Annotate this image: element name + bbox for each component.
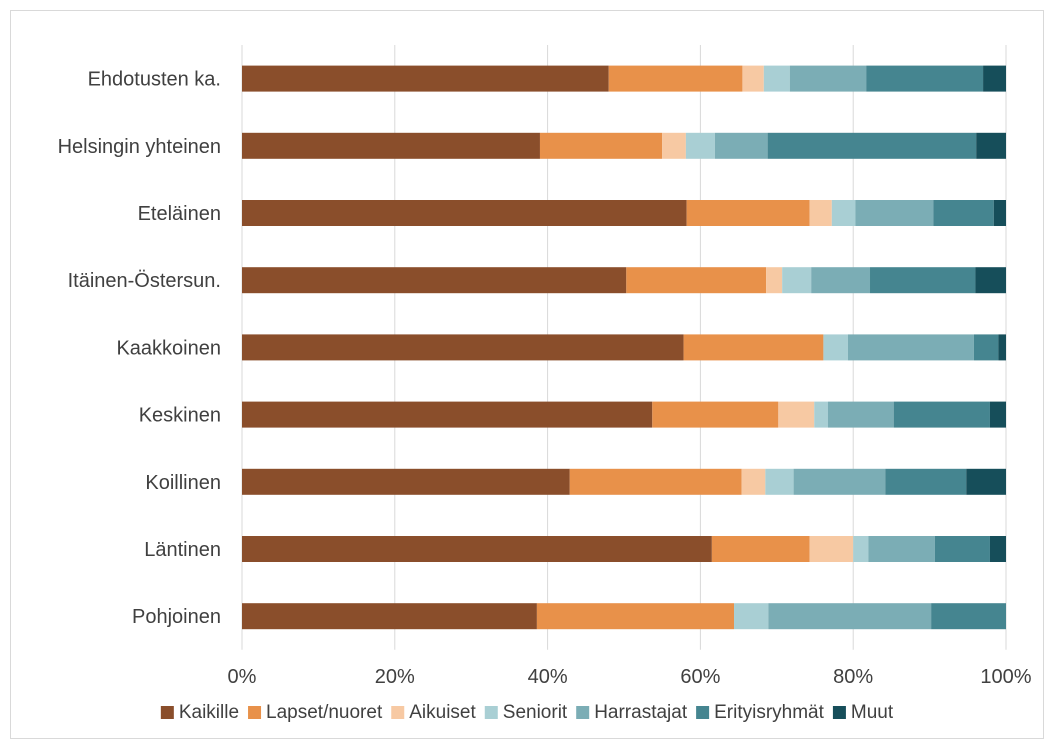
x-tick-label: 60% <box>680 666 720 688</box>
bar-segment-erityisryhm-t <box>870 267 976 294</box>
category-label: Pohjoinen <box>132 606 221 628</box>
bar-segment-seniorit <box>853 536 869 562</box>
x-tick-label: 0% <box>228 666 257 688</box>
bar-segment-erityisryhm-t <box>866 65 984 92</box>
bar-segment-kaikille <box>242 536 712 562</box>
bar-segment-harrastajat <box>827 401 894 428</box>
legend-swatch <box>696 706 710 719</box>
bar-segment-lapset-nuoret <box>711 536 810 562</box>
bar-segment-kaikille <box>242 468 570 495</box>
bar-segment-kaikille <box>242 401 653 428</box>
legend-label: Aikuiset <box>409 702 476 723</box>
category-label: Eteläinen <box>138 203 221 225</box>
category-label: Kaakkoinen <box>116 337 221 359</box>
legend-label: Erityisryhmät <box>714 702 825 723</box>
x-tick-label: 20% <box>375 666 415 688</box>
x-tick-label: 80% <box>833 666 873 688</box>
bar-segment-aikuiset <box>778 401 815 428</box>
legend-label: Kaikille <box>179 702 239 723</box>
bar-segment-muut <box>993 200 1006 226</box>
bar-segment-lapset-nuoret <box>652 401 779 428</box>
bar-segment-muut <box>989 401 1006 428</box>
bar-segment-harrastajat <box>847 334 974 361</box>
bar-segment-erityisryhm-t <box>767 132 977 159</box>
bar-segment-seniorit <box>814 401 828 428</box>
bar-segment-erityisryhm-t <box>973 334 999 361</box>
bar-segment-seniorit <box>823 334 848 361</box>
bar-segment-erityisryhm-t <box>934 536 990 562</box>
bar-segment-kaikille <box>242 132 540 159</box>
bar-segment-lapset-nuoret <box>683 334 824 361</box>
legend: Kaikille Lapset/nuoret Aikuiset Seniorit Har… <box>160 702 894 723</box>
bar-segment-harrastajat <box>793 468 886 495</box>
category-label: Itäinen-Östersun. <box>68 270 221 292</box>
bar-segment-harrastajat <box>868 536 935 562</box>
bar-segment-kaikille <box>242 334 684 361</box>
legend-label: Muut <box>851 702 894 723</box>
legend-swatch <box>391 706 405 719</box>
bar-segment-kaikille <box>242 603 537 630</box>
bar-segment-erityisryhm-t <box>931 603 1006 630</box>
bar-segment-erityisryhm-t <box>933 200 994 226</box>
bar-segment-kaikille <box>242 267 627 294</box>
bar-segment-erityisryhm-t <box>885 468 967 495</box>
bar-segment-harrastajat <box>768 603 932 630</box>
legend-label: Harrastajat <box>594 702 688 723</box>
bar-segment-lapset-nuoret <box>539 132 663 159</box>
bar-segment-seniorit <box>831 200 856 226</box>
bar-segment-seniorit <box>765 468 794 495</box>
bar-segment-aikuiset <box>741 468 766 495</box>
bar-segment-aikuiset <box>742 65 764 92</box>
bar-segment-kaikille <box>242 200 687 226</box>
category-label: Helsingin yhteinen <box>58 136 221 158</box>
bar-segment-aikuiset <box>809 536 854 562</box>
x-axis-tick-labels: 0% 20% 40% 60% 80% 100% <box>228 666 1032 688</box>
legend-swatch <box>576 706 590 719</box>
bar-segment-lapset-nuoret <box>608 65 743 92</box>
bar-segment-muut <box>975 267 1006 294</box>
bar-segment-lapset-nuoret <box>626 267 767 294</box>
bar-segment-harrastajat <box>714 132 768 159</box>
legend-label: Seniorit <box>503 702 568 723</box>
category-label: Koillinen <box>145 472 221 494</box>
x-tick-label: 40% <box>528 666 568 688</box>
bar-segment-aikuiset <box>809 200 832 226</box>
bar-segment-muut <box>966 468 1006 495</box>
bars <box>242 65 1006 630</box>
legend-label: Lapset/nuoret <box>266 702 383 723</box>
bar-segment-harrastajat <box>855 200 934 226</box>
bar-segment-seniorit <box>763 65 790 92</box>
category-label: Keskinen <box>139 405 221 427</box>
bar-segment-seniorit <box>734 603 769 630</box>
category-labels: Ehdotusten ka. Helsingin yhteinen Eteläine… <box>58 69 221 629</box>
bar-segment-harrastajat <box>789 65 867 92</box>
bar-segment-muut <box>989 536 1006 562</box>
bar-segment-lapset-nuoret <box>536 603 735 630</box>
legend-swatch <box>160 706 174 719</box>
legend-swatch <box>832 706 846 719</box>
bar-segment-kaikille <box>242 65 609 92</box>
legend-swatch <box>484 706 498 719</box>
bar-segment-muut <box>976 132 1006 159</box>
bar-segment-lapset-nuoret <box>686 200 810 226</box>
bar-segment-seniorit <box>685 132 715 159</box>
bar-segment-lapset-nuoret <box>569 468 742 495</box>
bar-segment-muut <box>998 334 1006 361</box>
bar-segment-harrastajat <box>811 267 871 294</box>
bar-segment-seniorit <box>782 267 812 294</box>
x-tick-label: 100% <box>980 666 1031 688</box>
category-label: Läntinen <box>144 539 221 561</box>
bar-segment-erityisryhm-t <box>893 401 990 428</box>
legend-swatch <box>248 706 262 719</box>
bar-segment-aikuiset <box>662 132 686 159</box>
bar-segment-muut <box>983 65 1006 92</box>
category-label: Ehdotusten ka. <box>88 69 221 91</box>
bar-segment-aikuiset <box>766 267 783 294</box>
